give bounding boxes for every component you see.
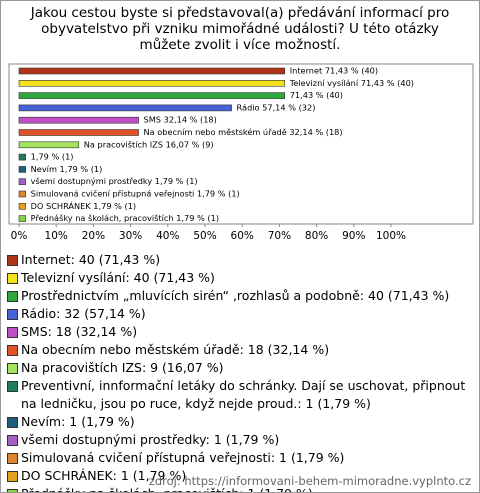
legend-label: DO SCHRÁNEK: 1 (1,79 %) bbox=[21, 468, 187, 483]
bar bbox=[18, 178, 26, 185]
legend-item: Internet: 40 (71,43 %) bbox=[7, 251, 471, 269]
legend-label: Rádio: 32 (57,14 %) bbox=[21, 306, 146, 321]
source: zdroj: https://informovani-behem-mimorad… bbox=[148, 474, 471, 488]
x-tick-label: 70% bbox=[268, 230, 291, 242]
legend-swatch bbox=[7, 453, 18, 464]
legend-swatch bbox=[7, 417, 18, 428]
legend-item: Prostřednictvím „mluvících sirén“ ,rozhl… bbox=[7, 287, 471, 305]
bar bbox=[18, 92, 286, 99]
bar-label: Televizní vysílání 71,43 % (40) bbox=[289, 78, 414, 88]
x-tick-label: 50% bbox=[193, 230, 216, 242]
legend-swatch bbox=[7, 309, 18, 320]
x-tick-label: 30% bbox=[119, 230, 142, 242]
legend-item: DO SCHRÁNEK: 1 (1,79 %) bbox=[7, 467, 471, 485]
x-tick-label: 20% bbox=[82, 230, 105, 242]
bar bbox=[18, 166, 26, 173]
legend-label: Přednášky na školách, pracovištích: 1 (1… bbox=[21, 486, 313, 492]
x-tick-label: 90% bbox=[342, 230, 365, 242]
x-tick-label: 40% bbox=[156, 230, 179, 242]
bar-label: DO SCHRÁNEK 1,79 % (1) bbox=[31, 200, 136, 211]
x-tick-label: 0% bbox=[11, 230, 28, 242]
legend-swatch bbox=[7, 327, 18, 338]
legend-label: Prostřednictvím „mluvících sirén“ ,rozhl… bbox=[21, 288, 450, 303]
bar bbox=[18, 67, 286, 75]
legend-swatch bbox=[7, 471, 18, 482]
bar bbox=[18, 129, 139, 136]
bar-label: Simulovaná cvičení přístupná veřejnosti … bbox=[31, 189, 240, 199]
legend-swatch bbox=[7, 489, 18, 492]
legend-label: Internet: 40 (71,43 %) bbox=[21, 252, 161, 267]
plot-frame bbox=[8, 63, 474, 225]
legend-label: Nevím: 1 (1,79 %) bbox=[21, 414, 135, 429]
legend-item: všemi dostupnými prostředky: 1 (1,79 %) bbox=[7, 431, 471, 449]
legend-swatch bbox=[7, 345, 18, 356]
legend-item: Televizní vysílání: 40 (71,43 %) bbox=[7, 269, 471, 287]
legend-item: Nevím: 1 (1,79 %) bbox=[7, 413, 471, 431]
legend-label: Preventivní, innformační letáky do schrá… bbox=[21, 378, 466, 411]
bar-label: 71,43 % (40) bbox=[290, 90, 343, 100]
legend-item: Rádio: 32 (57,14 %) bbox=[7, 305, 471, 323]
legend-swatch bbox=[7, 273, 18, 284]
legend-item: SMS: 18 (32,14 %) bbox=[7, 323, 471, 341]
bar bbox=[18, 190, 26, 198]
x-tick-label: 80% bbox=[305, 230, 328, 242]
bar-label: Nevím 1,79 % (1) bbox=[31, 164, 103, 174]
bar-label: SMS 32,14 % (18) bbox=[144, 115, 217, 125]
bar-label: Rádio 57,14 % (32) bbox=[237, 102, 316, 112]
bar bbox=[18, 203, 26, 210]
legend-item: Na pracovištích IZS: 9 (16,07 %) bbox=[7, 359, 471, 377]
legend: Internet: 40 (71,43 %) Televizní vysílání… bbox=[7, 251, 471, 492]
bar bbox=[18, 153, 26, 161]
legend-label: Na obecním nebo městském úřadě: 18 (32,1… bbox=[21, 342, 330, 357]
bar bbox=[18, 141, 80, 149]
x-tick-label: 60% bbox=[231, 230, 254, 242]
bar-label: Internet 71,43 % (40) bbox=[290, 66, 378, 76]
legend-label: všemi dostupnými prostředky: 1 (1,79 %) bbox=[21, 432, 280, 447]
legend-swatch bbox=[7, 381, 18, 392]
legend-swatch bbox=[7, 255, 18, 266]
legend-swatch bbox=[7, 435, 18, 446]
bar bbox=[18, 80, 286, 87]
x-tick-label: 10% bbox=[45, 230, 68, 242]
chart-title: Jakou cestou byste si představoval(a) př… bbox=[30, 5, 450, 53]
bar bbox=[18, 104, 232, 112]
x-tick-label: 100% bbox=[376, 230, 406, 242]
bar-label: Na obecním nebo městském úřadě 32,14 % (… bbox=[144, 127, 343, 137]
bar-label: všemi dostupnými prostředky 1,79 % (1) bbox=[31, 176, 198, 186]
legend-label: SMS: 18 (32,14 %) bbox=[21, 324, 138, 339]
bar-label: 1,79 % (1) bbox=[31, 152, 74, 162]
bar bbox=[18, 215, 26, 222]
bar bbox=[18, 116, 139, 124]
legend-item: Preventivní, innformační letáky do schrá… bbox=[7, 377, 471, 413]
legend-item: Přednášky na školách, pracovištích: 1 (1… bbox=[7, 485, 471, 492]
chart: 0% 10% 20% 30% 40% 50% 60% 70% 80% 90% 100% Interne… bbox=[8, 63, 474, 242]
legend-swatch bbox=[7, 291, 18, 302]
bar-label: Na pracovištích IZS 16,07 % (9) bbox=[84, 139, 214, 149]
bar-label: Přednášky na školách, pracovištích 1,79 … bbox=[31, 213, 219, 223]
legend-item: Simulovaná cvičení přístupná veřejnosti:… bbox=[7, 449, 471, 467]
legend-label: Televizní vysílání: 40 (71,43 %) bbox=[21, 270, 215, 285]
legend-swatch bbox=[7, 363, 18, 374]
legend-label: Na pracovištích IZS: 9 (16,07 %) bbox=[21, 360, 224, 375]
legend-item: Na obecním nebo městském úřadě: 18 (32,1… bbox=[7, 341, 471, 359]
legend-label: Simulovaná cvičení přístupná veřejnosti:… bbox=[21, 450, 345, 465]
